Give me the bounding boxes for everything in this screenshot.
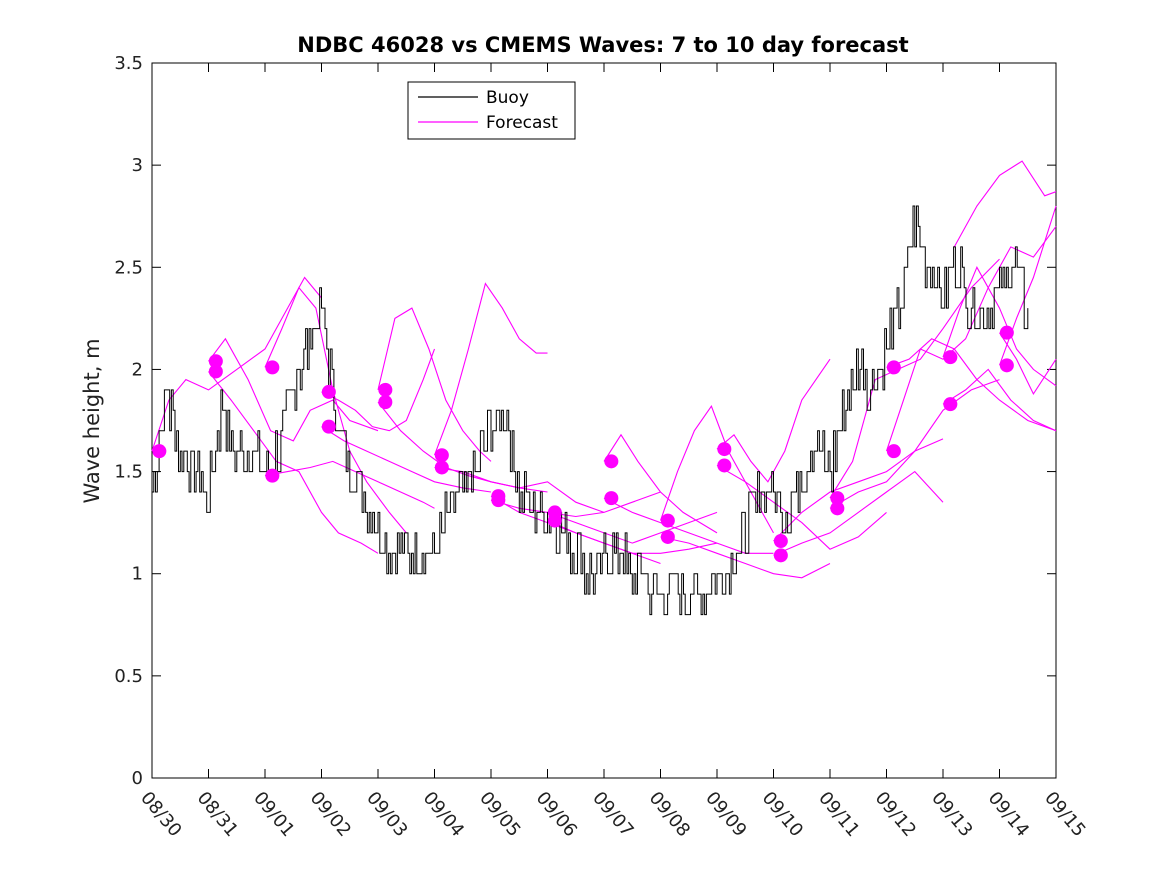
forecast-marker <box>999 325 1014 340</box>
forecast-marker <box>547 513 562 528</box>
forecast-line <box>942 266 1057 387</box>
y-tick-label: 1.5 <box>114 462 143 483</box>
buoy-series-group <box>152 205 1029 616</box>
forecast-line <box>885 226 1057 452</box>
forecast-marker <box>265 468 280 483</box>
forecast-line <box>433 282 548 456</box>
y-tick-label: 2.5 <box>114 257 143 278</box>
forecast-marker <box>717 442 732 457</box>
forecast-marker <box>886 444 901 459</box>
chart-title: NDBC 46028 vs CMEMS Waves: 7 to 10 day f… <box>297 33 908 57</box>
forecast-marker <box>886 360 901 375</box>
legend: Buoy Forecast <box>407 81 576 140</box>
forecast-marker <box>378 382 393 397</box>
forecast-marker <box>773 548 788 563</box>
forecast-marker <box>491 493 506 508</box>
forecast-line <box>547 520 718 554</box>
forecast-series-group <box>151 160 1057 579</box>
forecast-line <box>321 348 436 432</box>
legend-box <box>407 81 576 140</box>
forecast-marker <box>717 458 732 473</box>
forecast-line <box>321 426 492 493</box>
forecast-marker <box>999 358 1014 373</box>
forecast-line <box>998 205 1057 366</box>
forecast-marker <box>378 395 393 410</box>
forecast-marker <box>604 454 619 469</box>
y-tick-label: 3.5 <box>114 53 143 74</box>
forecast-markers-group <box>152 325 1014 563</box>
forecast-marker <box>830 491 845 506</box>
forecast-line <box>603 433 718 534</box>
forecast-line <box>264 460 435 509</box>
forecast-line <box>716 464 887 550</box>
forecast-line <box>547 511 718 544</box>
legend-label-buoy: Buoy <box>486 88 529 108</box>
forecast-line <box>829 258 1000 499</box>
y-axis-label: Wave height, m <box>80 338 104 503</box>
forecast-marker <box>604 491 619 506</box>
forecast-marker <box>660 529 675 544</box>
forecast-line <box>208 371 379 554</box>
forecast-marker <box>208 364 223 379</box>
forecast-line <box>716 358 831 483</box>
forecast-line <box>377 307 492 462</box>
forecast-line <box>773 470 944 556</box>
forecast-marker <box>321 419 336 434</box>
forecast-marker <box>321 384 336 399</box>
forecast-line <box>208 337 379 442</box>
forecast-line <box>953 160 1057 248</box>
y-tick-label: 3 <box>132 155 143 176</box>
forecast-marker <box>773 534 788 549</box>
forecast-marker <box>152 444 167 459</box>
axes-box <box>151 62 1057 779</box>
forecast-marker <box>265 360 280 375</box>
y-tick-labels: 0 0.5 1 1.5 2 2.5 3 3.5 <box>114 53 143 789</box>
y-tick-label: 0.5 <box>114 666 143 687</box>
forecast-marker <box>943 350 958 365</box>
forecast-line <box>660 536 831 579</box>
y-tick-label: 0 <box>132 768 143 789</box>
forecast-line <box>886 338 1057 432</box>
plot-area <box>151 62 1057 779</box>
forecast-marker <box>830 501 845 516</box>
y-tick-label: 2 <box>132 359 143 380</box>
forecast-line <box>942 368 1057 432</box>
forecast-line <box>999 332 1057 396</box>
y-tick-label: 1 <box>132 564 143 585</box>
buoy-line <box>152 205 1029 616</box>
axis-ticks <box>151 62 1057 779</box>
forecast-marker <box>434 448 449 463</box>
forecast-marker <box>208 354 223 369</box>
forecast-marker <box>943 397 958 412</box>
forecast-marker <box>434 460 449 475</box>
forecast-marker <box>660 513 675 528</box>
forecast-line <box>829 379 1000 509</box>
legend-label-forecast: Forecast <box>486 113 558 133</box>
